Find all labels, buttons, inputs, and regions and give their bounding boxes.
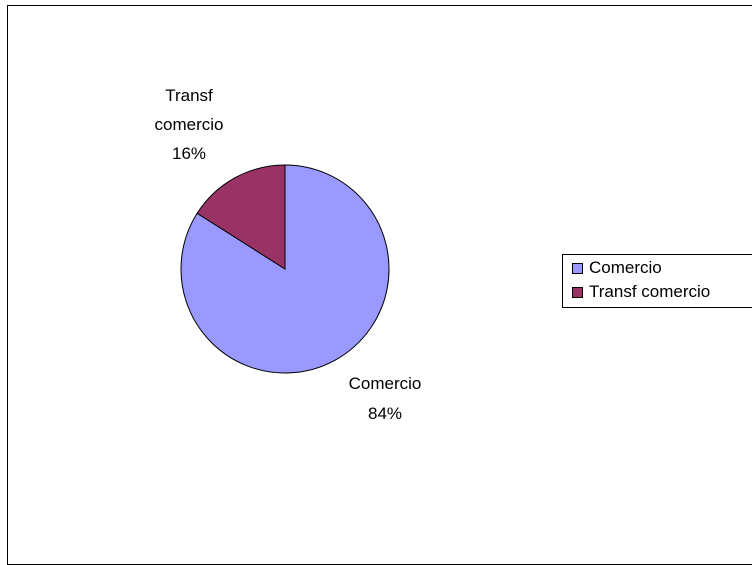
legend-swatch-transf-comercio (572, 286, 583, 298)
legend-swatch-comercio (572, 262, 583, 274)
data-label-transf-comercio-percent: 16% (172, 144, 206, 163)
chart-legend: Comercio Transf comercio (562, 254, 752, 308)
data-label-transf-comercio-name-line2: comercio (155, 115, 224, 134)
legend-label-comercio: Comercio (589, 258, 662, 277)
data-label-comercio-percent: 84% (368, 404, 402, 423)
pie-chart: Comercio 84% Transf comercio 16% (155, 86, 422, 423)
legend-item-comercio: Comercio (572, 258, 662, 278)
pie-slices (180, 164, 390, 374)
data-label-transf-comercio-name-line1: Transf (165, 86, 213, 105)
pie-slice-comercio (180, 164, 390, 374)
legend-label-transf-comercio: Transf comercio (589, 282, 711, 301)
data-label-comercio-name: Comercio (349, 374, 422, 393)
chart-page: { "chart_data": { "type": "pie", "title"… (7, 5, 752, 565)
pie-slice-transf-comercio (196, 164, 286, 270)
legend-item-transf-comercio: Transf comercio (572, 282, 710, 302)
